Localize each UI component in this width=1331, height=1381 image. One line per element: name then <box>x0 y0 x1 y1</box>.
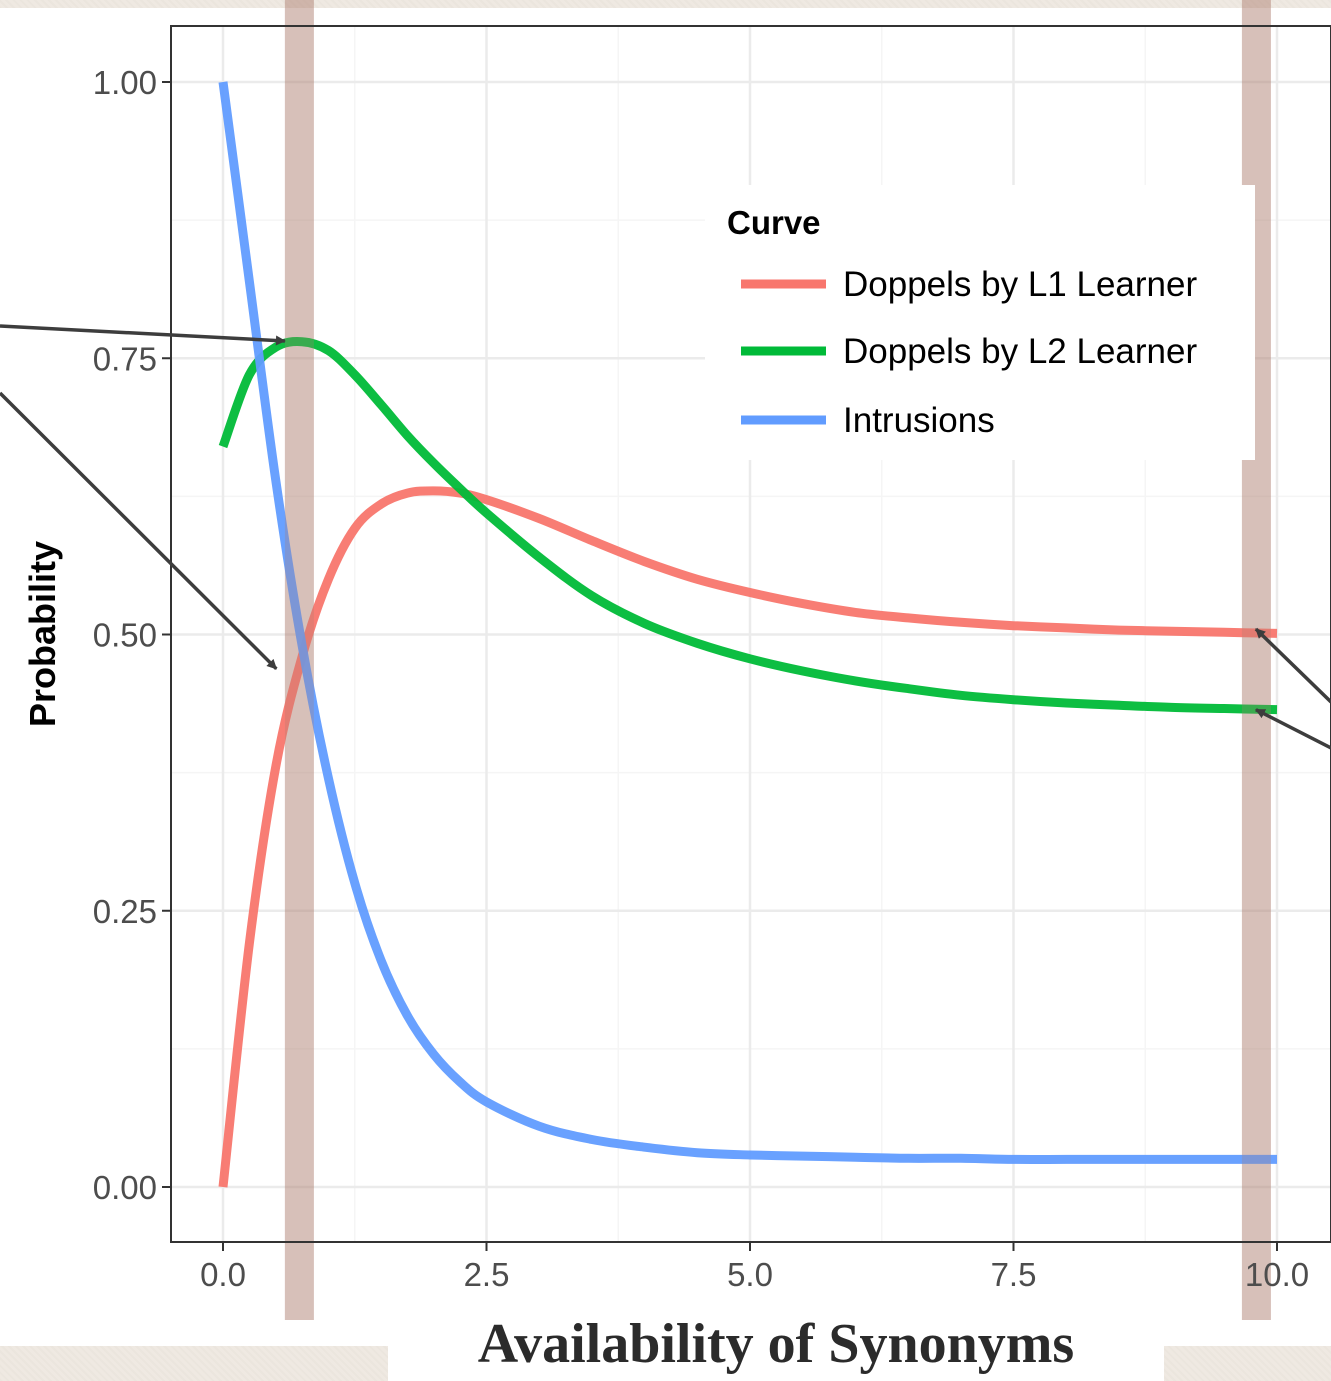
annotation-arrow-3 <box>1255 708 1331 750</box>
y-tick-label-2: 0.50 <box>93 617 157 654</box>
x-tick-label-2: 5.0 <box>727 1256 773 1293</box>
series-line-l2-learner <box>218 337 1278 715</box>
x-axis-title: Availability of Synonyms <box>477 1312 1075 1375</box>
legend-label-intrusions: Intrusions <box>843 401 995 440</box>
series-line-l1-learner <box>218 486 1278 1188</box>
annotation-arrow-1 <box>0 391 278 671</box>
y-tick-label-1: 0.25 <box>93 893 157 930</box>
annotation-arrow-2 <box>1254 627 1331 704</box>
y-tick-label-0: 0.00 <box>93 1169 157 1206</box>
y-tick-label-4: 1.00 <box>93 64 157 101</box>
legend-label-l1: Doppels by L1 Learner <box>843 265 1197 304</box>
x-tick-label-4: 10.0 <box>1245 1256 1309 1293</box>
legend-background <box>705 185 1255 460</box>
x-tick-label-3: 7.5 <box>991 1256 1037 1293</box>
legend-label-l2: Doppels by L2 Learner <box>843 332 1197 371</box>
y-tick-label-3: 0.75 <box>93 340 157 377</box>
legend-title: Curve <box>727 204 821 241</box>
highlight-band-overlay-0 <box>284 0 314 1320</box>
x-tick-label-0: 0.0 <box>200 1256 246 1293</box>
annotation-arrows <box>0 324 1331 750</box>
annotation-arrow-0 <box>0 324 286 346</box>
axes: 0.0 2.5 5.0 7.5 10.0 0.00 0.25 0.50 0.75 1.00 <box>93 25 1331 1293</box>
series-line-intrusions <box>218 81 1277 1164</box>
y-axis-title: Probability <box>22 541 63 727</box>
legend: Curve Doppels by L1 Learner Doppels by L… <box>705 185 1255 460</box>
x-tick-label-1: 2.5 <box>464 1256 510 1293</box>
x-axis-title-box: Availability of Synonyms <box>388 1306 1164 1381</box>
series-lines <box>218 81 1278 1188</box>
